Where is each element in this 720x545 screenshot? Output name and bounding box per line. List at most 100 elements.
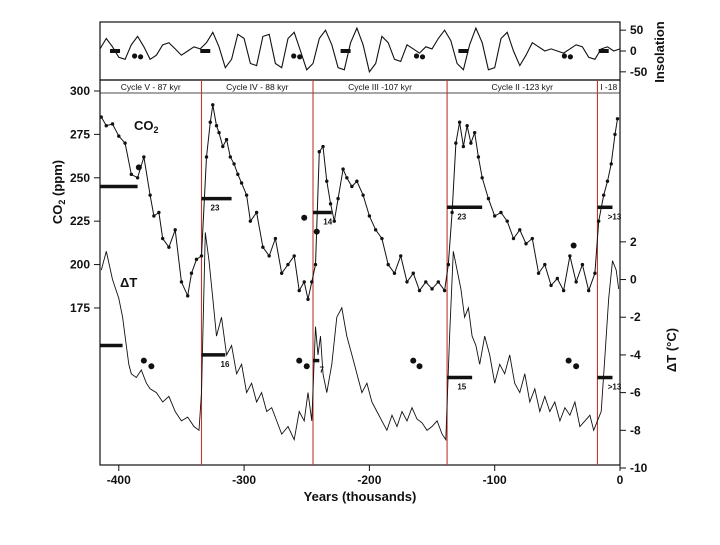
- co2-data-point: [99, 115, 103, 119]
- co2-data-point: [313, 262, 318, 267]
- insolation-dot-mark: [413, 53, 420, 59]
- co2-data-point: [399, 254, 403, 258]
- co2-data-point: [424, 280, 428, 284]
- insolation-dot-mark: [419, 54, 426, 60]
- co2-data-point: [232, 162, 236, 166]
- insolation-y-axis: 50 0 -50: [620, 23, 648, 79]
- co2-data-point: [292, 254, 296, 258]
- co2-data-point: [518, 228, 522, 232]
- co2-data-point: [123, 141, 127, 145]
- co2-data-point: [160, 236, 165, 241]
- insolation-dot-mark: [297, 54, 303, 60]
- co2-data-point: [609, 162, 613, 166]
- co2-data-point: [367, 214, 372, 218]
- co2-data-point: [104, 124, 108, 128]
- co2-data-point: [436, 280, 441, 284]
- insolation-dot-mark: [567, 54, 573, 60]
- co2-data-point: [442, 288, 447, 293]
- insolation-dot-mark: [131, 53, 138, 59]
- co2-data-point: [373, 228, 378, 232]
- co2-y-tick-label: 175: [70, 301, 90, 315]
- co2-data-point: [254, 210, 259, 215]
- co2-data-point: [593, 271, 597, 275]
- co2-data-point: [615, 117, 620, 121]
- co2-data-point: [386, 262, 390, 267]
- cycle-labels: Cycle V - 87 kyr Cycle IV - 88 kyr Cycle I…: [121, 82, 618, 92]
- co2-data-point: [248, 219, 253, 223]
- temperature-y-tick-label: -6: [630, 386, 641, 400]
- co2-data-point: [211, 103, 215, 107]
- main-plot-frame: [99, 79, 621, 466]
- co2-duration-label: 23: [211, 204, 220, 213]
- temperature-y-axis: 2 0 -2 -4 -6 -8 -10: [620, 235, 648, 475]
- co2-data-point: [392, 271, 397, 275]
- co2-duration-label: 14: [323, 218, 332, 227]
- co2-data-point: [173, 228, 177, 232]
- temperature-dot-mark: [148, 363, 155, 370]
- temperature-dot-mark: [296, 357, 303, 364]
- x-tick-label: -300: [232, 473, 256, 487]
- co2-data-point: [328, 202, 333, 206]
- temperature-dot-mark: [573, 363, 580, 370]
- co2-data-point: [602, 193, 606, 197]
- x-tick-label: -100: [483, 473, 507, 487]
- co2-data-point: [405, 280, 409, 284]
- co2-data-point: [236, 172, 240, 177]
- co2-data-point: [586, 288, 591, 293]
- co2-data-point: [457, 120, 462, 124]
- co2-data-point: [561, 288, 566, 293]
- co2-data-point: [325, 179, 329, 183]
- co2-data-point: [129, 172, 134, 177]
- co2-data-point: [505, 219, 509, 223]
- temperature-dot-mark: [565, 357, 572, 364]
- co2-data-point: [317, 150, 321, 154]
- co2-duration-label: 23: [457, 212, 466, 221]
- co2-marker-dot: [313, 228, 320, 235]
- insolation-y-tick-label: -50: [630, 65, 648, 79]
- co2-data-point: [117, 134, 121, 138]
- co2-data-point: [110, 122, 115, 126]
- co2-data-point: [199, 254, 204, 258]
- co2-data-point: [267, 254, 271, 258]
- co2-data-point: [476, 155, 481, 159]
- co2-y-tick-label: 300: [70, 84, 90, 98]
- co2-data-point: [417, 288, 422, 293]
- cycle-label: Cycle III -107 kyr: [348, 82, 412, 92]
- co2-data-point: [189, 271, 194, 275]
- x-axis: -400 -300 -200 -100 0: [107, 465, 624, 487]
- insolation-y-tick-label: 0: [630, 44, 637, 58]
- co2-data-point: [310, 280, 314, 284]
- co2-data-point: [499, 210, 503, 215]
- temperature-y-tick-label: -4: [630, 348, 641, 362]
- co2-y-axis: 300 275 250 225 200 175: [70, 84, 100, 315]
- co2-data-point: [574, 280, 578, 284]
- temperature-duration-label: >13: [608, 383, 622, 392]
- co2-data-point: [465, 124, 469, 128]
- temperature-duration-label: 16: [221, 360, 230, 369]
- temperature-dot-mark: [416, 363, 423, 370]
- insolation-dot-mark: [137, 54, 144, 60]
- temperature-series-group: [100, 232, 620, 442]
- temperature-y-tick-label: -2: [630, 310, 641, 324]
- co2-data-point: [152, 214, 156, 218]
- co2-data-point: [279, 271, 284, 275]
- co2-data-point: [361, 193, 365, 197]
- co2-data-point: [555, 276, 560, 281]
- co2-y-axis-title: CO2 (ppm): [50, 160, 67, 224]
- co2-data-point: [511, 236, 516, 241]
- x-tick-label: -400: [107, 473, 131, 487]
- co2-data-point: [355, 179, 359, 183]
- co2-data-point: [536, 271, 541, 275]
- temperature-dot-mark: [140, 357, 147, 364]
- co2-y-tick-label: 200: [70, 258, 90, 272]
- co2-data-point: [336, 196, 340, 201]
- co2-data-point: [605, 179, 610, 183]
- cycle-label: Cycle IV - 88 kyr: [226, 82, 289, 92]
- co2-data-point: [157, 210, 161, 215]
- co2-data-point: [208, 120, 212, 124]
- chart-marks: 23 14 23 >13 16 7 15 >13: [100, 49, 622, 392]
- co2-data-point: [186, 294, 190, 298]
- co2-data-point: [480, 176, 484, 180]
